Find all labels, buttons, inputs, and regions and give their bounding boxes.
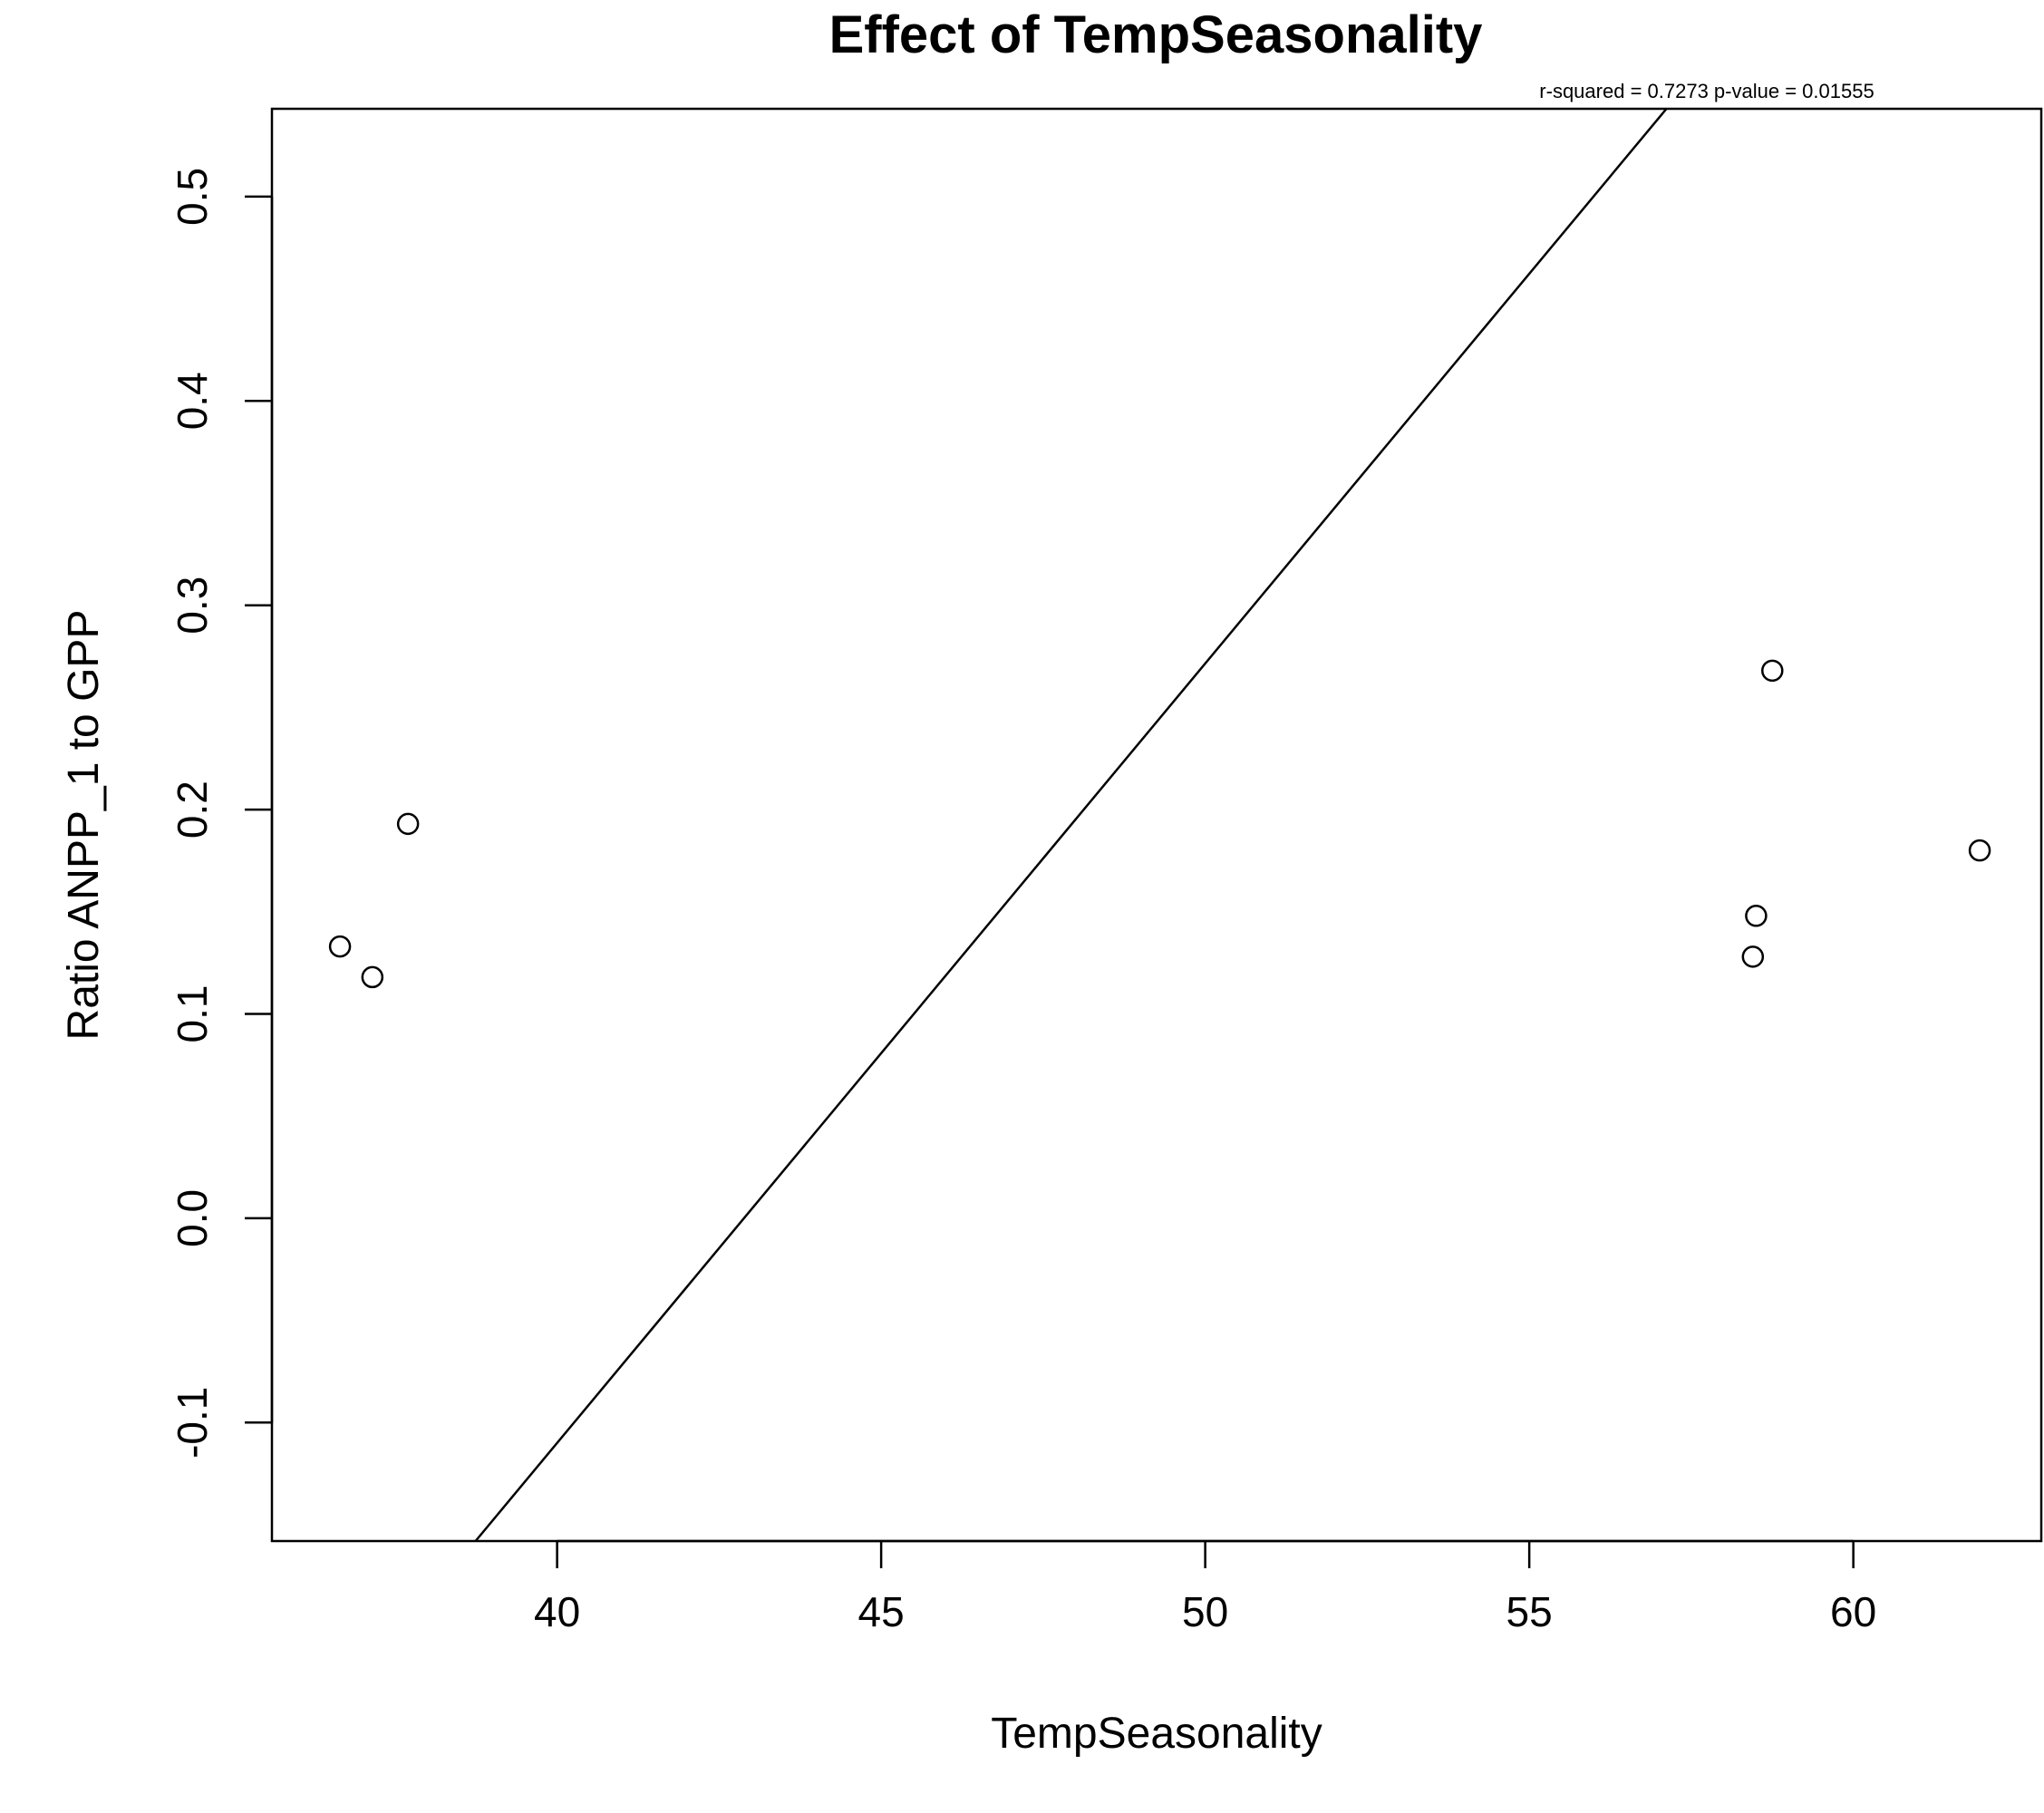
- regression-line: [474, 108, 1668, 1542]
- y-axis: -0.1 0.0 0.1 0.2 0.3 0.4 0.5: [169, 168, 274, 1459]
- y-tick-label: 0.0: [169, 1189, 216, 1247]
- y-tick-label: -0.1: [169, 1387, 216, 1459]
- y-axis-label: Ratio ANPP_1 to GPP: [60, 610, 108, 1041]
- y-tick-label: 0.1: [169, 985, 216, 1043]
- x-tick-label: 45: [858, 1588, 905, 1635]
- x-tick-label: 50: [1182, 1588, 1228, 1635]
- x-tick-label: 40: [534, 1588, 580, 1635]
- y-tick-label: 0.3: [169, 577, 216, 635]
- x-tick-label: 60: [1830, 1588, 1876, 1635]
- y-tick-label: 0.2: [169, 780, 216, 839]
- data-point: [328, 935, 352, 958]
- regression-layer: [474, 108, 1668, 1542]
- data-point: [361, 965, 384, 989]
- data-point: [1741, 945, 1765, 968]
- y-tick-label: 0.5: [169, 168, 216, 226]
- data-point: [396, 812, 420, 836]
- data-points-layer: [328, 659, 1991, 989]
- y-tick-label: 0.4: [169, 372, 216, 430]
- data-point: [1761, 659, 1784, 683]
- data-point: [1745, 905, 1768, 927]
- chart-title: Effect of TempSeasonality: [829, 5, 1483, 64]
- x-tick-label: 55: [1506, 1588, 1553, 1635]
- stats-annotation: r-squared = 0.7273 p-value = 0.01555: [1539, 80, 1874, 102]
- data-point: [1968, 839, 1991, 862]
- plot-frame: [270, 107, 2043, 1543]
- x-axis-label: TempSeasonality: [991, 1710, 1322, 1758]
- x-axis: 40 45 50 55 60: [534, 1539, 1876, 1635]
